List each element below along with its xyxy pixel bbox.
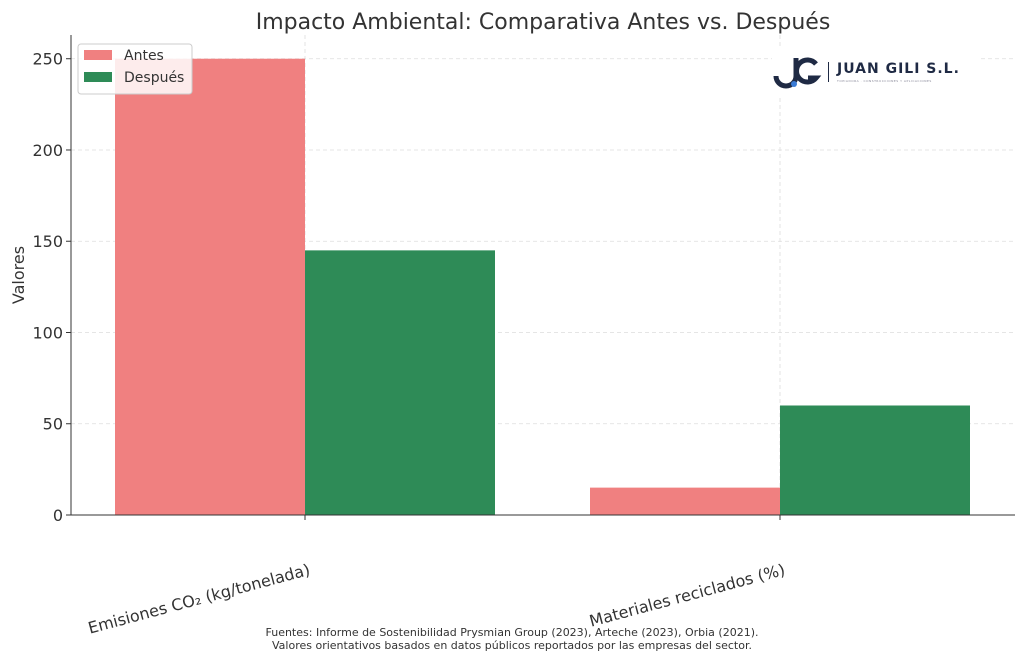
- company-logo: JUAN GILI S.L. TOPIADORA · CONSTRUCCIONE…: [772, 46, 978, 98]
- x-tick-label: Materiales reciclados (%): [587, 560, 787, 631]
- chart-title: Impacto Ambiental: Comparativa Antes vs.…: [256, 10, 831, 35]
- logo-tagline: TOPIADORA · CONSTRUCCIONES Y APLICACIONE…: [837, 79, 932, 83]
- y-tick-label: 100: [32, 323, 63, 342]
- y-tick-label: 0: [53, 506, 63, 525]
- logo-name: JUAN GILI S.L.: [837, 61, 960, 77]
- y-tick-label: 250: [32, 50, 63, 69]
- y-tick-label: 50: [43, 415, 63, 434]
- legend-label: Antes: [124, 48, 164, 64]
- bar-después: [780, 405, 970, 515]
- bar-antes: [115, 58, 305, 516]
- y-tick-label: 150: [32, 232, 63, 251]
- y-tick-label: 200: [32, 141, 63, 160]
- bar-antes: [590, 487, 780, 515]
- footer-sources: Fuentes: Informe de Sostenibilidad Prysm…: [265, 626, 759, 639]
- logo-mark-icon: [773, 57, 822, 89]
- footer-note: Valores orientativos basados en datos pú…: [272, 639, 752, 652]
- y-axis-label: Valores: [9, 246, 28, 304]
- legend-swatch-después: [84, 72, 112, 82]
- legend-label: Después: [124, 70, 184, 86]
- legend-swatch-antes: [84, 50, 112, 60]
- bar-después: [305, 250, 495, 516]
